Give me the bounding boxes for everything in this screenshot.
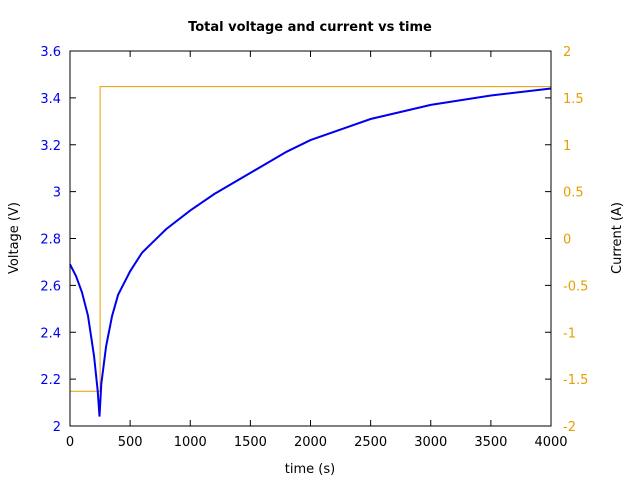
y-axis-label: Voltage (V) bbox=[7, 202, 22, 274]
x-tick-label: 2000 bbox=[294, 435, 327, 450]
y-tick-label: 3.2 bbox=[40, 139, 61, 154]
y-tick-label: 2.8 bbox=[40, 233, 61, 248]
y2-axis-label: Current (A) bbox=[610, 202, 625, 274]
y-tick-label: 2.4 bbox=[40, 326, 61, 341]
x-tick-label: 500 bbox=[118, 435, 143, 450]
y2-tick-label: 1.5 bbox=[563, 92, 584, 107]
y2-tick-label: -1.5 bbox=[563, 373, 588, 388]
voltage-line bbox=[69, 87, 552, 417]
x-tick-label: 1000 bbox=[174, 435, 207, 450]
y-tick-label: 3.4 bbox=[40, 92, 61, 107]
x-tick-label: 0 bbox=[66, 435, 74, 450]
y-tick-label: 3.6 bbox=[40, 45, 61, 60]
x-tick-label: 3000 bbox=[414, 435, 447, 450]
x-tick-label: 1500 bbox=[234, 435, 267, 450]
x-tick-label: 2500 bbox=[354, 435, 387, 450]
current-line bbox=[70, 86, 551, 392]
y2-tick-label: -0.5 bbox=[563, 279, 588, 294]
y-tick-label: 3 bbox=[53, 186, 61, 201]
y-tick-label: 2.2 bbox=[40, 373, 61, 388]
y-tick-label: 2.6 bbox=[40, 279, 61, 294]
y2-tick-label: 0.5 bbox=[563, 186, 584, 201]
x-tick-label: 4000 bbox=[534, 435, 567, 450]
y2-tick-label: -1 bbox=[563, 326, 576, 341]
y2-tick-label: -2 bbox=[563, 420, 576, 435]
y-tick-label: 2 bbox=[53, 420, 61, 435]
y2-tick-label: 1 bbox=[563, 139, 571, 154]
y2-tick-label: 2 bbox=[563, 45, 571, 60]
plot-frame bbox=[69, 50, 552, 427]
y2-tick-label: 0 bbox=[563, 233, 571, 248]
x-axis-label: time (s) bbox=[285, 462, 335, 477]
x-tick-label: 3500 bbox=[474, 435, 507, 450]
chart-title: Total voltage and current vs time bbox=[188, 20, 432, 35]
